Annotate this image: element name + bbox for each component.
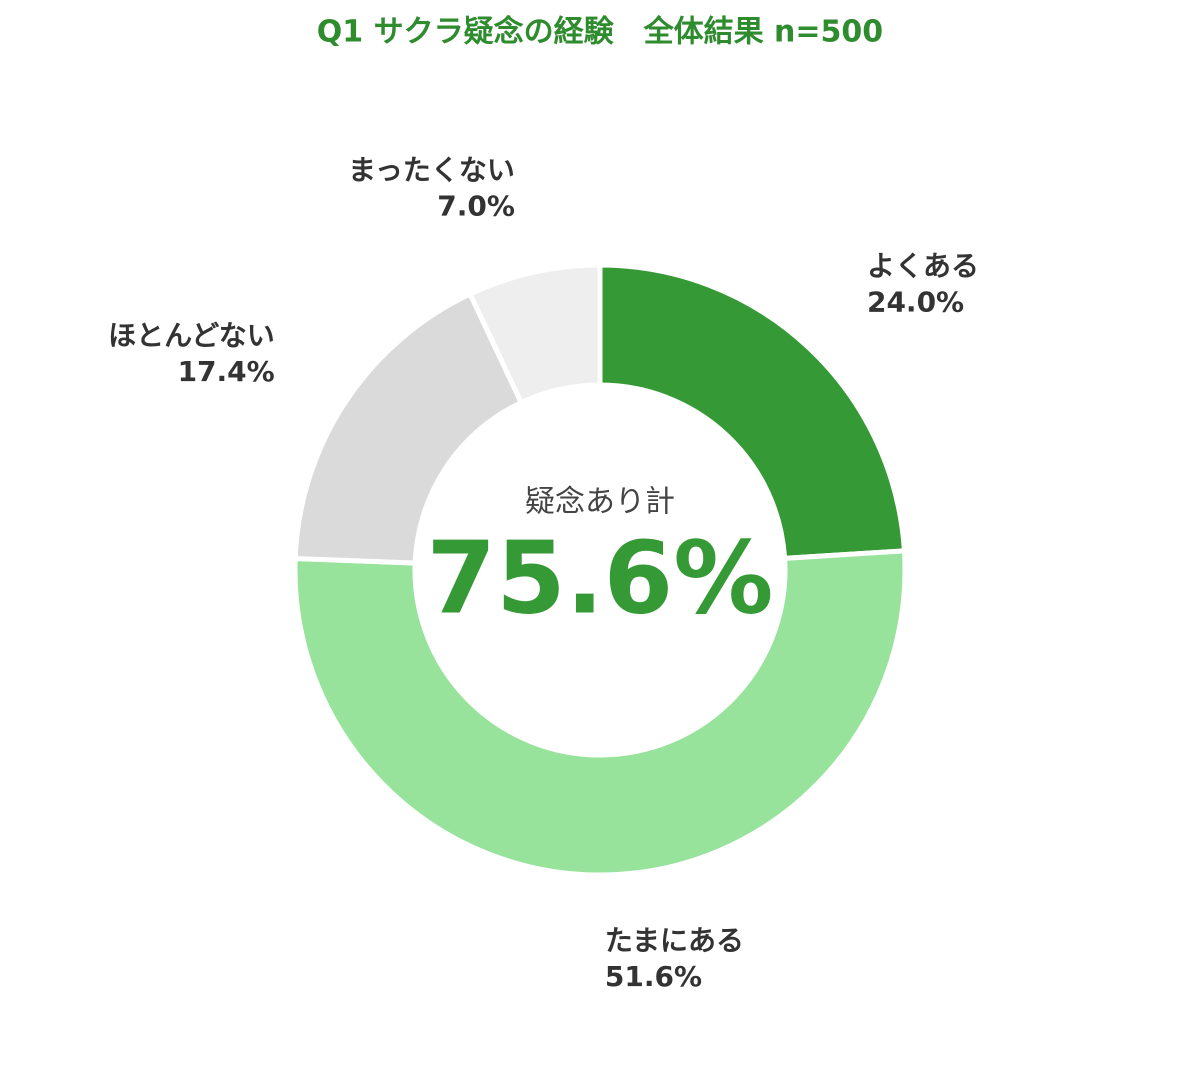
donut-segment [292, 290, 525, 566]
segment-label: よくある [867, 250, 979, 283]
segment-value: 17.4% [178, 355, 275, 388]
center-value: 75.6% [427, 519, 774, 636]
chart-title: Q1 サクラ疑念の経験 全体結果 n=500 [317, 15, 883, 50]
donut-segment [597, 262, 908, 562]
center-text: 疑念あり計 [525, 485, 675, 520]
donut-segment [292, 548, 908, 878]
segment-label: たまにある [605, 924, 744, 957]
donut-segment [466, 262, 603, 406]
segment-label: まったくない [348, 153, 515, 186]
segment-value: 24.0% [867, 286, 964, 319]
segment-value: 51.6% [605, 960, 702, 993]
segment-label: ほとんどない [108, 319, 275, 352]
segment-value: 7.0% [437, 189, 515, 222]
